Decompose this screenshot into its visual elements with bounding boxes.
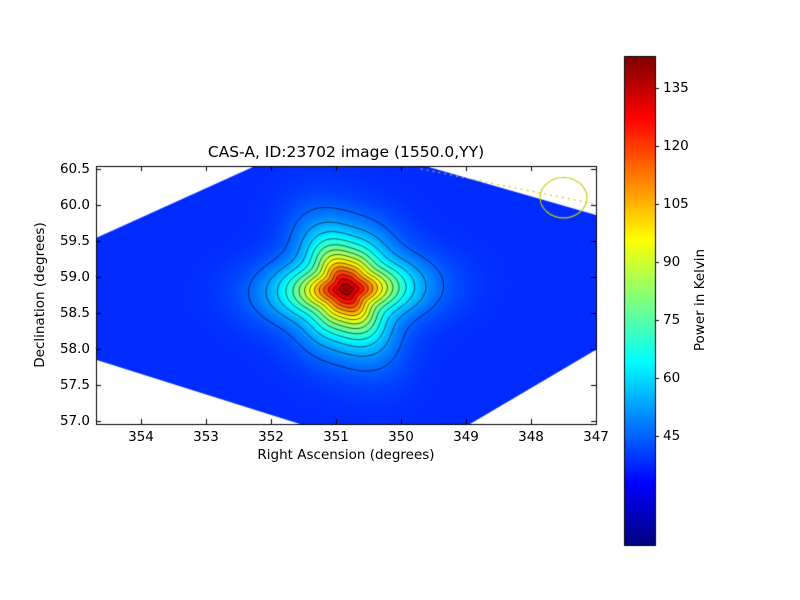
colorbar-tick-label: 45 bbox=[663, 428, 681, 444]
x-tick-label: 347 bbox=[583, 429, 609, 445]
x-tick-label: 353 bbox=[193, 429, 219, 445]
colorbar-label: Power in Kelvin bbox=[692, 248, 708, 352]
y-tick-label: 60.5 bbox=[59, 161, 90, 177]
colorbar-tick-label: 105 bbox=[663, 196, 689, 212]
x-tick-label: 348 bbox=[518, 429, 544, 445]
colorbar-tick-label: 135 bbox=[663, 80, 689, 96]
x-tick-label: 349 bbox=[453, 429, 479, 445]
x-tick-label: 351 bbox=[323, 429, 349, 445]
plot-title: CAS-A, ID:23702 image (1550.0,YY) bbox=[207, 143, 485, 161]
colorbar-tick-label: 90 bbox=[663, 254, 681, 270]
y-tick-label: 58.0 bbox=[59, 341, 90, 357]
y-tick-label: 59.0 bbox=[59, 269, 90, 285]
x-axis-label: Right Ascension (degrees) bbox=[257, 447, 435, 463]
y-tick-label: 57.5 bbox=[59, 377, 90, 393]
y-axis-label: Declination (degrees) bbox=[32, 222, 48, 368]
y-tick-label: 60.0 bbox=[59, 197, 90, 213]
y-tick-label: 58.5 bbox=[59, 305, 90, 321]
colorbar-tick-label: 75 bbox=[663, 312, 681, 328]
x-tick-label: 354 bbox=[128, 429, 154, 445]
y-tick-label: 59.5 bbox=[59, 233, 90, 249]
colorbar-tick-label: 60 bbox=[663, 370, 681, 386]
y-tick-label: 57.0 bbox=[59, 413, 90, 429]
colorbar-tick-label: 120 bbox=[663, 138, 689, 154]
x-tick-label: 350 bbox=[388, 429, 414, 445]
x-tick-label: 352 bbox=[258, 429, 284, 445]
